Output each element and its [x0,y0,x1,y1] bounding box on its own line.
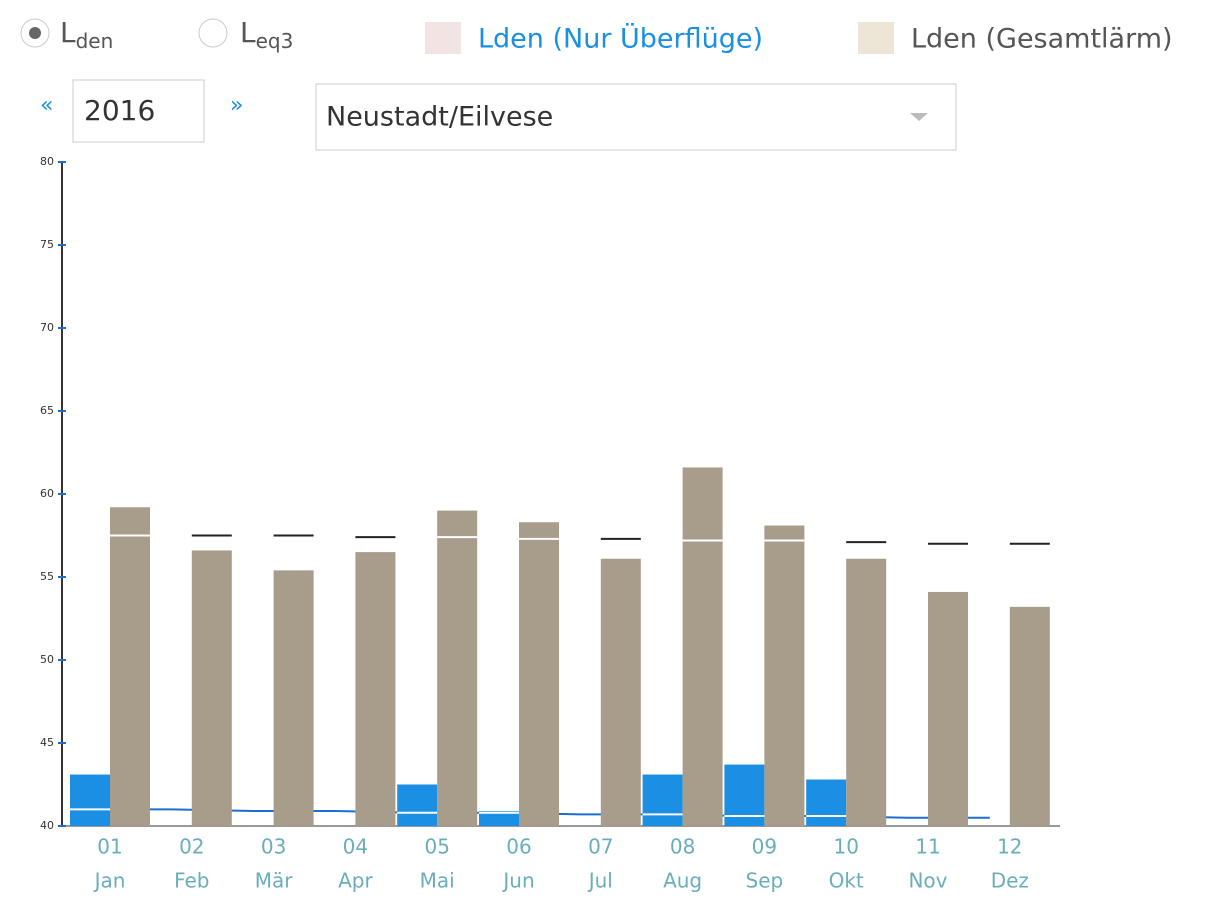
y-tick-label: 65 [40,404,54,417]
next-year[interactable]: » [230,93,243,118]
x-tick-label: Jun [501,869,534,893]
year-value: 2016 [84,94,155,127]
y-tick-label: 60 [40,487,54,500]
x-tick-label: Nov [908,869,947,893]
bar [846,558,887,826]
x-tick-label: Apr [338,869,373,893]
y-tick-label: 75 [40,238,54,251]
legend-box[interactable] [425,22,461,54]
legend-label[interactable]: Lden (Nur Überflüge) [478,23,763,55]
bar [479,811,519,826]
x-tick-label: Aug [663,869,702,893]
y-tick-label: 40 [40,819,54,832]
x-tick-label: Feb [174,869,209,893]
bar [642,774,683,826]
x-tick-label: Dez [991,869,1029,893]
radio-dot [29,27,41,39]
bar [806,779,847,826]
bar [273,570,314,826]
station-select[interactable] [315,83,957,151]
y-tick-label: 45 [40,736,54,749]
x-tick-label: 04 [343,835,368,859]
dropdown-arrow [910,113,928,121]
x-tick-label: 06 [506,835,531,859]
bar [682,467,723,826]
y-tick-label: 55 [40,570,54,583]
x-tick-label: 11 [915,835,940,859]
x-tick-label: 07 [588,835,613,859]
x-tick-label: Mai [420,869,455,893]
x-tick-label: Mär [255,869,294,893]
bar [355,552,396,826]
x-tick-label: 03 [261,835,286,859]
station-value: Neustadt/Eilvese [326,102,553,133]
x-tick-label: Sep [746,869,784,893]
y-tick-label: 70 [40,321,54,334]
bar [191,550,232,826]
x-tick-label: 02 [179,835,204,859]
bar [437,510,478,826]
x-tick-label: Jul [587,869,613,893]
y-tick-label: 50 [40,653,54,666]
x-tick-label: 08 [670,835,695,859]
y-tick-label: 80 [40,155,54,168]
x-tick-label: 05 [424,835,449,859]
bar [519,522,559,826]
x-tick-label: 10 [833,835,858,859]
bar [928,591,968,826]
x-tick-label: Jan [93,869,126,893]
year-input[interactable] [72,79,205,143]
radio-label: Leq3 [240,16,293,53]
x-tick-label: 12 [997,835,1022,859]
prev-year[interactable]: « [40,93,53,118]
bar [397,784,438,826]
bar [1009,606,1050,826]
radio-label: Lden [60,16,113,53]
bar [110,507,150,826]
bar [764,525,805,826]
x-tick-label: 09 [752,835,777,859]
bar [600,558,641,826]
legend-label[interactable]: Lden (Gesamtlärm) [911,24,1173,55]
x-tick-label: Okt [829,869,864,893]
bar [70,774,110,826]
x-tick-label: 01 [97,835,122,859]
radio-leq3[interactable] [198,18,228,48]
legend-box[interactable] [858,22,894,54]
